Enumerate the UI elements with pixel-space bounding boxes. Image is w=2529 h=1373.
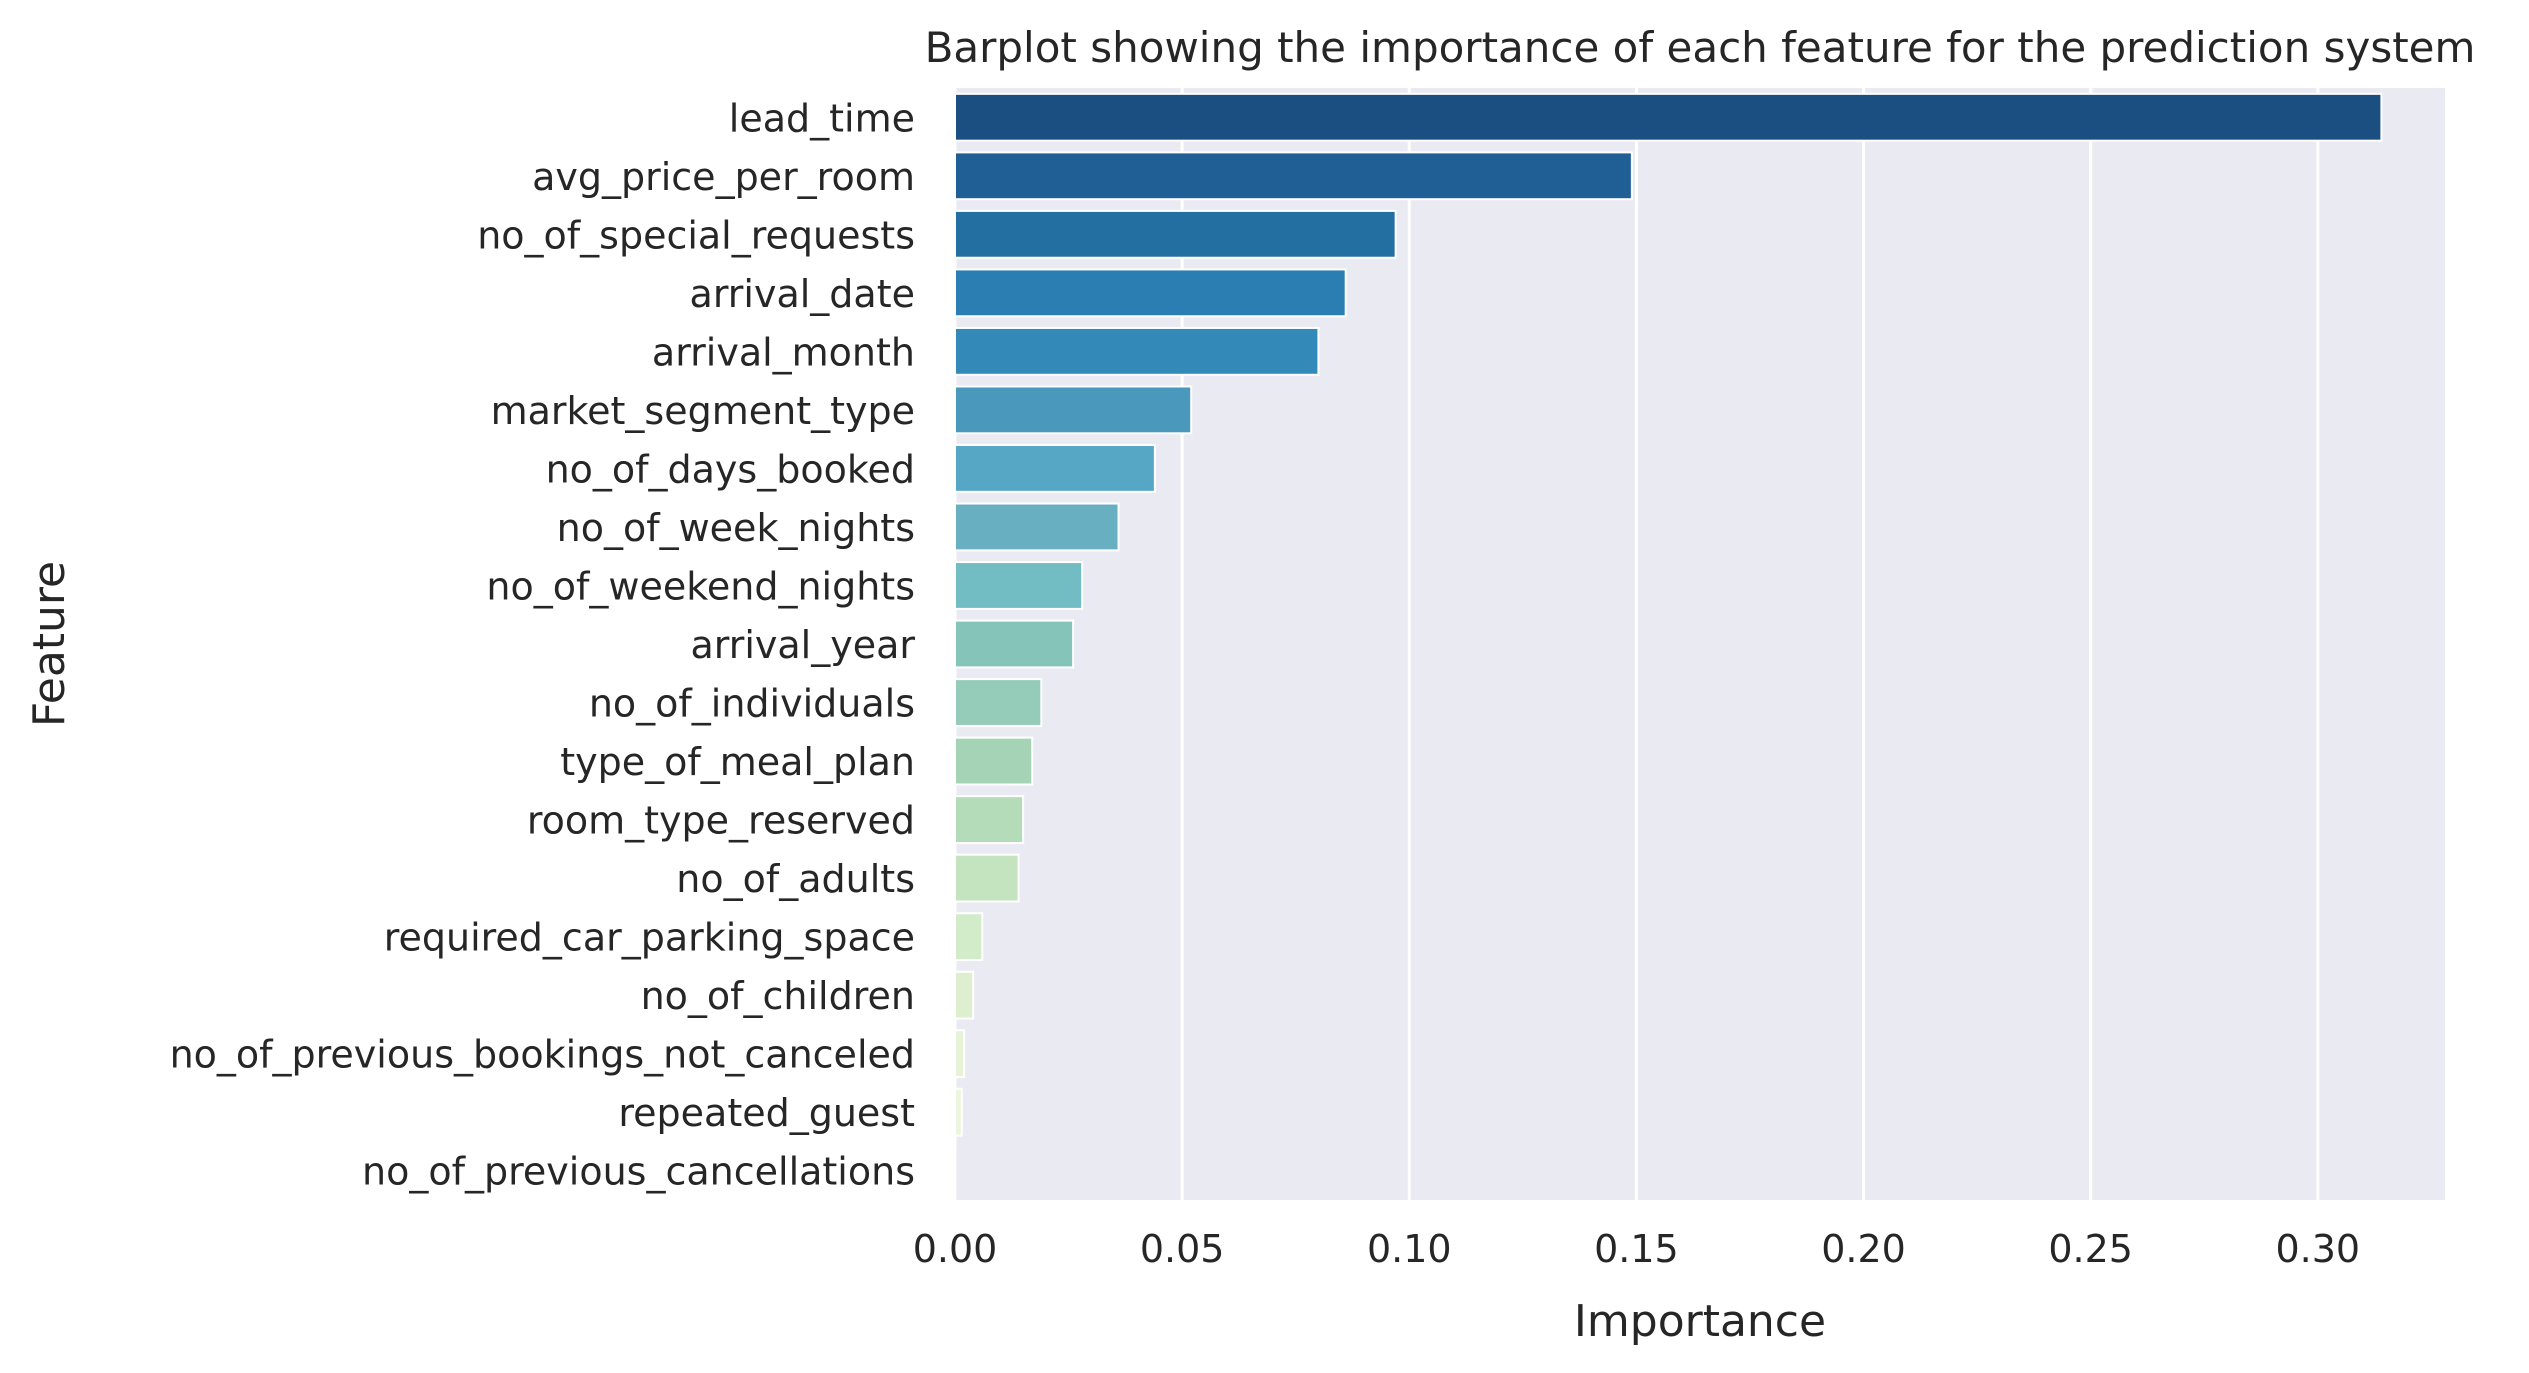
bar-no-of-special-requests	[954, 209, 1397, 259]
category-label: avg_price_per_room	[532, 155, 915, 199]
category-label: room_type_reserved	[527, 799, 915, 843]
x-tick-label: 0.05	[1140, 1227, 1225, 1271]
category-label: required_car_parking_space	[384, 916, 915, 960]
x-tick-label: 0.25	[2048, 1227, 2133, 1271]
x-tick-label: 0.30	[2276, 1227, 2361, 1271]
category-label: arrival_month	[652, 330, 915, 374]
bar-no-of-weekend-nights	[954, 561, 1084, 610]
category-label: no_of_individuals	[589, 682, 915, 726]
bar-type-of-meal-plan	[954, 736, 1034, 786]
category-label: type_of_meal_plan	[560, 740, 915, 784]
bar-market-segment-type	[954, 385, 1193, 435]
category-labels: lead_time avg_price_per_room no_of_special…	[170, 96, 916, 1193]
category-label: no_of_weekend_nights	[486, 564, 915, 608]
bars	[954, 92, 2383, 1137]
bar-required-car-parking-space	[954, 912, 984, 962]
bar-repeated-guest	[954, 1087, 963, 1137]
bar-arrival-year	[954, 619, 1075, 669]
category-label: repeated_guest	[618, 1091, 915, 1135]
category-label: no_of_special_requests	[477, 213, 915, 257]
bar-no-of-individuals	[954, 678, 1043, 727]
bar-no-of-previous-bookings-not-canceled	[954, 1029, 966, 1079]
category-label: no_of_adults	[676, 857, 915, 901]
chart-title: Barplot showing the importance of each f…	[925, 23, 2476, 72]
x-tick-labels: 0.00 0.05 0.10 0.15 0.20 0.25 0.30	[913, 1227, 2360, 1271]
bar-arrival-date	[954, 268, 1347, 318]
x-tick-label: 0.10	[1367, 1227, 1452, 1271]
category-label: lead_time	[729, 96, 915, 140]
bar-lead-time	[954, 92, 2383, 142]
bar-no-of-children	[954, 970, 975, 1020]
category-label: no_of_days_booked	[546, 447, 915, 491]
category-label: no_of_children	[641, 974, 915, 1018]
category-label: no_of_previous_bookings_not_canceled	[170, 1033, 915, 1077]
category-label: market_segment_type	[491, 389, 915, 433]
category-label: no_of_previous_cancellations	[362, 1150, 915, 1194]
bar-avg-price-per-room	[954, 151, 1633, 201]
x-axis-label: Importance	[1574, 1296, 1826, 1347]
bar-arrival-month	[954, 326, 1320, 376]
category-label: no_of_week_nights	[557, 506, 915, 550]
x-tick-label: 0.15	[1594, 1227, 1679, 1271]
x-tick-label: 0.20	[1821, 1227, 1906, 1271]
bar-no-of-days-booked	[954, 444, 1156, 493]
bar-no-of-adults	[954, 853, 1020, 903]
x-tick-label: 0.00	[913, 1227, 998, 1271]
category-label: arrival_year	[690, 623, 915, 667]
bar-no-of-week-nights	[954, 502, 1120, 552]
category-label: arrival_date	[690, 272, 915, 316]
bar-room-type-reserved	[954, 795, 1025, 844]
y-axis-label: Feature	[24, 561, 75, 727]
